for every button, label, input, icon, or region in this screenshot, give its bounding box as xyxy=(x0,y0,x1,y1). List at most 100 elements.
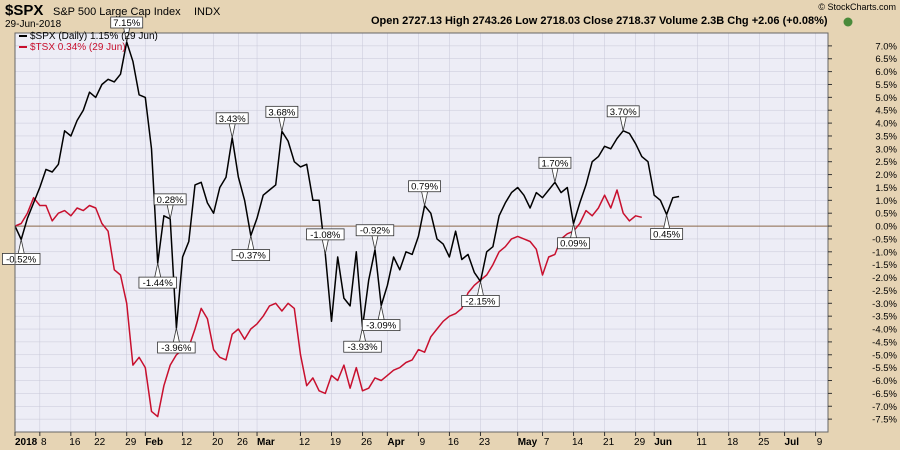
grid xyxy=(14,33,828,432)
info-icon[interactable] xyxy=(843,17,853,27)
x-axis: 2018 8 16 22 29 Feb 12 20 26 Mar 12 19 26 Apr 9 16 23 May… xyxy=(14,432,823,448)
data-label-text: -0.37% xyxy=(236,251,267,262)
y-tick-label: -2.0% xyxy=(872,273,897,284)
data-label-pointer xyxy=(619,116,627,131)
chart-name: S&P 500 Large Cap Index xyxy=(53,6,181,18)
data-label: 3.43% xyxy=(215,112,249,138)
data-label-pointer xyxy=(551,168,559,183)
data-label-text: 3.43% xyxy=(219,114,246,125)
data-label-box xyxy=(306,228,345,241)
y-tick-label: 2.0% xyxy=(875,170,897,181)
data-label: 3.68% xyxy=(265,105,299,132)
x-tick-label: 8 xyxy=(41,437,47,448)
data-label-pointer xyxy=(172,327,180,343)
x-tick-label: 22 xyxy=(94,437,106,448)
data-label-box xyxy=(538,156,572,169)
data-label: -1.44% xyxy=(138,263,177,289)
y-tick-label: 5.0% xyxy=(875,93,897,104)
data-label-text: 7.15% xyxy=(113,18,140,29)
data-label: 0.79% xyxy=(408,180,442,206)
data-label: -3.96% xyxy=(157,327,196,354)
x-tick-label: 26 xyxy=(361,437,373,448)
data-label: 1.70% xyxy=(538,156,572,183)
legend-item-spx: $SPX (Daily) 1.15% (29 Jun) xyxy=(30,31,158,42)
y-tick-label: 3.5% xyxy=(875,131,897,142)
y-tick-label: -4.0% xyxy=(872,325,897,336)
data-label-box xyxy=(408,180,442,193)
x-tick-label: Jun xyxy=(654,437,672,448)
x-tick-label: 23 xyxy=(479,437,491,448)
data-label-box xyxy=(355,224,395,237)
y-tick-label: -0.5% xyxy=(872,234,897,245)
data-label-box xyxy=(2,253,41,265)
x-tick-label: Apr xyxy=(387,437,404,448)
data-label-text: 0.28% xyxy=(157,195,184,206)
x-tick-label: 16 xyxy=(69,437,81,448)
y-tick-label: 5.5% xyxy=(875,80,897,91)
x-tick-label: Mar xyxy=(257,437,275,448)
data-label-pointer xyxy=(477,281,484,296)
data-label-box xyxy=(461,295,500,307)
data-label-box xyxy=(215,112,249,125)
data-label-box xyxy=(153,193,187,206)
series-line-tsx xyxy=(14,189,642,418)
data-label-pointer xyxy=(663,214,671,229)
y-tick-label: -3.5% xyxy=(872,312,897,323)
data-label-pointer xyxy=(247,235,255,250)
data-label-pointer xyxy=(371,235,379,250)
x-tick-label: 7 xyxy=(544,437,550,448)
data-label-box xyxy=(231,249,271,261)
x-tick-label: 29 xyxy=(125,437,137,448)
x-tick-label: 9 xyxy=(817,437,823,448)
y-tick-label: 0.5% xyxy=(875,209,897,220)
y-tick-label: -7.0% xyxy=(872,402,897,413)
x-tick-label: 9 xyxy=(420,437,426,448)
x-tick-label: Jul xyxy=(785,437,800,448)
x-tick-label: 12 xyxy=(181,437,193,448)
data-label-text: -3.93% xyxy=(347,342,378,353)
plot-frame xyxy=(14,32,829,433)
data-label-text: -1.08% xyxy=(310,230,341,241)
data-label-box xyxy=(361,319,401,332)
x-tick-label: 29 xyxy=(634,437,646,448)
legend-item-tsx: $TSX 0.34% (29 Jun) xyxy=(30,42,126,53)
brand-watermark: © StockCharts.com xyxy=(818,2,896,12)
data-label-text: -0.52% xyxy=(6,254,37,265)
y-tick-label: -6.5% xyxy=(872,389,897,400)
data-label-pointer xyxy=(421,191,428,206)
x-tick-label: 12 xyxy=(299,437,311,448)
y-tick-label: 3.0% xyxy=(875,144,897,155)
y-tick-label: -2.5% xyxy=(872,286,897,297)
y-tick-label: 1.0% xyxy=(875,196,897,207)
data-label-box xyxy=(557,237,590,250)
y-tick-label: 0.0% xyxy=(875,222,897,233)
x-tick-label: 14 xyxy=(572,437,584,448)
data-label: -0.37% xyxy=(231,235,271,262)
data-label-text: -3.09% xyxy=(366,321,397,332)
data-label-box xyxy=(606,105,640,118)
x-tick-label: Feb xyxy=(145,437,163,448)
y-tick-label: 6.0% xyxy=(875,67,897,78)
y-tick-label: -7.5% xyxy=(872,415,897,426)
data-label-pointer xyxy=(154,263,162,278)
x-tick-label: May xyxy=(518,437,538,448)
data-label-text: 0.45% xyxy=(653,229,680,240)
y-tick-label: 7.0% xyxy=(875,41,897,52)
data-label-pointer xyxy=(570,223,577,238)
data-label-pointer xyxy=(278,117,286,132)
y-axis: 7.0% 6.5% 6.0% 5.5% 5.0% 4.5% 4.0%3.5% 3.0% 2.5%… xyxy=(828,41,898,426)
data-label-text: 0.79% xyxy=(411,182,438,193)
data-label-pointer xyxy=(228,123,236,138)
data-label-box xyxy=(343,340,382,353)
y-tick-label: -5.0% xyxy=(872,350,897,361)
chart-exchange: INDX xyxy=(194,6,221,18)
x-tick-label: 18 xyxy=(727,437,739,448)
chart-symbol: $SPX xyxy=(5,2,43,19)
series-line-spx xyxy=(14,41,680,329)
y-tick-label: 2.5% xyxy=(875,157,897,168)
y-tick-label: 1.5% xyxy=(875,183,897,194)
x-tick-label: 26 xyxy=(237,437,249,448)
data-label: -1.08% xyxy=(306,228,345,254)
data-label-text: -3.96% xyxy=(161,343,192,354)
